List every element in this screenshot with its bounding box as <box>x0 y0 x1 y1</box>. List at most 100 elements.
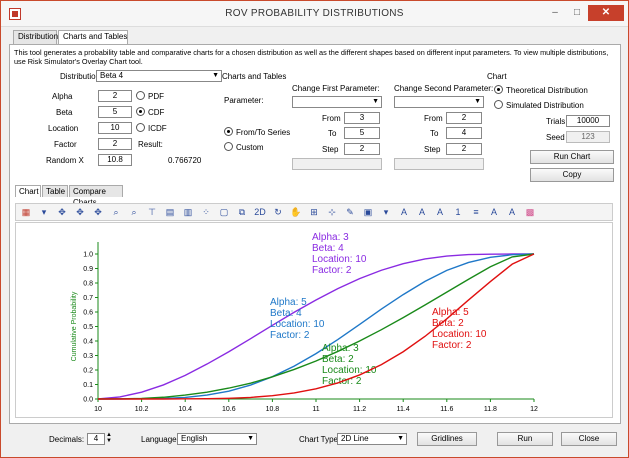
font-size-icon[interactable]: 1 <box>455 207 461 217</box>
tab-table[interactable]: Table <box>42 185 68 197</box>
second-step-input[interactable]: 2 <box>446 143 482 155</box>
alpha-input[interactable]: 2 <box>98 90 132 102</box>
zoom-x-icon[interactable]: ⌕ <box>131 207 137 217</box>
data-labels-icon[interactable]: ▥ <box>183 207 193 217</box>
legend-icon[interactable]: ▤ <box>165 207 175 217</box>
second-custom-input[interactable] <box>394 158 484 170</box>
second-from-input[interactable]: 2 <box>446 112 482 124</box>
move-y-icon[interactable]: ✥ <box>94 207 102 217</box>
series-label: Beta: 4 <box>312 243 344 254</box>
seed-input[interactable]: 123 <box>566 131 610 143</box>
first-to-input[interactable]: 5 <box>344 127 380 139</box>
color-icon[interactable]: ▣ <box>363 207 373 217</box>
theoretical-radio[interactable] <box>494 85 503 94</box>
y-tick-label: 0.6 <box>83 310 93 317</box>
second-param-select[interactable]: ▼ <box>394 96 484 108</box>
random-x-label: Random X <box>46 156 84 165</box>
move-icon[interactable]: ✥ <box>58 207 66 217</box>
factor-label: Factor <box>54 140 77 149</box>
cdf-chart: 10 10.2 10.4 10.6 10.8 11 11.2 11.4 11.6 11.8 12 0.… <box>71 232 538 413</box>
first-from-input[interactable]: 3 <box>344 112 380 124</box>
chevron-down-icon: ▼ <box>247 435 254 442</box>
from-to-label: From/To Series <box>236 128 291 137</box>
language-select[interactable]: English ▼ <box>177 433 257 445</box>
trials-input[interactable]: 10000 <box>566 115 610 127</box>
bar-chart-icon[interactable]: ▦ <box>21 207 31 217</box>
tab-charts-and-tables[interactable]: Charts and Tables <box>58 30 128 45</box>
random-x-input[interactable]: 10.8 <box>98 154 132 166</box>
label-icon[interactable]: ⊤ <box>148 207 156 217</box>
frame-icon[interactable]: ▢ <box>219 207 229 217</box>
custom-radio[interactable] <box>224 142 233 151</box>
x-tick-label: 11 <box>312 406 319 413</box>
language-label: Language: <box>141 435 179 444</box>
rotate-icon[interactable]: ↻ <box>274 207 282 217</box>
factor-input[interactable]: 2 <box>98 138 132 150</box>
series-label: Location: 10 <box>312 254 367 265</box>
tab-chart[interactable]: Chart <box>15 185 41 197</box>
axis-icon[interactable]: ⊹ <box>328 207 336 217</box>
move-x-icon[interactable]: ✥ <box>76 207 84 217</box>
cdf-radio[interactable] <box>136 107 145 116</box>
chart-type-select[interactable]: 2D Line ▼ <box>337 433 407 445</box>
icdf-radio[interactable] <box>136 123 145 132</box>
result-value: 0.766720 <box>168 156 202 165</box>
cdf-label: CDF <box>148 108 165 117</box>
tab-compare-charts[interactable]: Compare Charts <box>69 185 123 207</box>
y-tick-label: 0.8 <box>83 281 93 288</box>
grid-icon[interactable]: ⊞ <box>310 207 318 217</box>
first-step-input[interactable]: 2 <box>344 143 380 155</box>
underline-icon[interactable]: A <box>418 207 425 217</box>
beta-label: Beta <box>56 108 73 117</box>
series-line <box>97 253 535 400</box>
y-axis-title: Cumulative Probability <box>71 291 78 361</box>
text-icon[interactable]: A <box>436 207 443 217</box>
font-up-icon[interactable]: A <box>490 207 497 217</box>
series-label: Location: 10 <box>322 365 377 376</box>
result-label: Result: <box>138 140 163 149</box>
decimals-input[interactable]: 4 <box>87 433 105 445</box>
dropdown-icon[interactable]: ▾ <box>41 207 47 217</box>
2d-icon[interactable]: 2D <box>254 207 266 217</box>
beta-input[interactable]: 5 <box>98 106 132 118</box>
zoom-icon[interactable]: ⌕ <box>113 207 119 217</box>
first-custom-input[interactable] <box>292 158 382 170</box>
location-input[interactable]: 10 <box>98 122 132 134</box>
copy-button[interactable]: Copy <box>530 168 614 182</box>
close-button[interactable]: Close <box>561 432 617 446</box>
parameter-label: Parameter: <box>224 96 264 105</box>
series-label: Alpha: 5 <box>270 297 307 308</box>
first-param-select[interactable]: ▼ <box>292 96 382 108</box>
maximize-button[interactable]: □ <box>573 7 581 18</box>
minimize-button[interactable]: – <box>552 7 558 18</box>
decimals-spinner-icon[interactable]: ▲ ▼ <box>106 432 112 444</box>
series-label: Alpha: 3 <box>322 343 359 354</box>
align-icon[interactable]: ≡ <box>473 207 479 217</box>
color-grid-icon[interactable]: ▩ <box>525 207 535 217</box>
tab-distributions[interactable]: Distributions <box>13 30 62 44</box>
copy-icon[interactable]: ⧉ <box>238 207 246 217</box>
description-text: This tool generates a probability table … <box>14 48 609 66</box>
app-logo-icon <box>9 8 21 20</box>
y-tick-label: 1.0 <box>83 252 93 259</box>
gridlines-button[interactable]: Gridlines <box>417 432 477 446</box>
simulated-radio[interactable] <box>494 100 503 109</box>
font-icon[interactable]: A <box>400 207 407 217</box>
bottom-bar: Decimals: 4 ▲ ▼ Language: English ▼ Chart … <box>1 426 628 458</box>
distribution-select[interactable]: Beta 4 ▼ <box>96 70 222 82</box>
series-label: Location: 10 <box>270 319 325 330</box>
font-down-icon[interactable]: A <box>508 207 515 217</box>
close-window-button[interactable]: ✕ <box>588 5 624 21</box>
palette-icon[interactable]: ▾ <box>383 207 389 217</box>
points-icon[interactable]: ⁘ <box>202 207 210 217</box>
first-from-label: From <box>322 114 341 123</box>
pan-icon[interactable]: ✋ <box>290 207 302 217</box>
chevron-down-icon: ▼ <box>474 98 481 105</box>
tools-icon[interactable]: ✎ <box>346 207 354 217</box>
run-button[interactable]: Run <box>497 432 553 446</box>
pdf-radio[interactable] <box>136 91 145 100</box>
series-label: Factor: 2 <box>270 330 310 341</box>
from-to-radio[interactable] <box>224 127 233 136</box>
run-chart-button[interactable]: Run Chart <box>530 150 614 164</box>
second-to-input[interactable]: 4 <box>446 127 482 139</box>
